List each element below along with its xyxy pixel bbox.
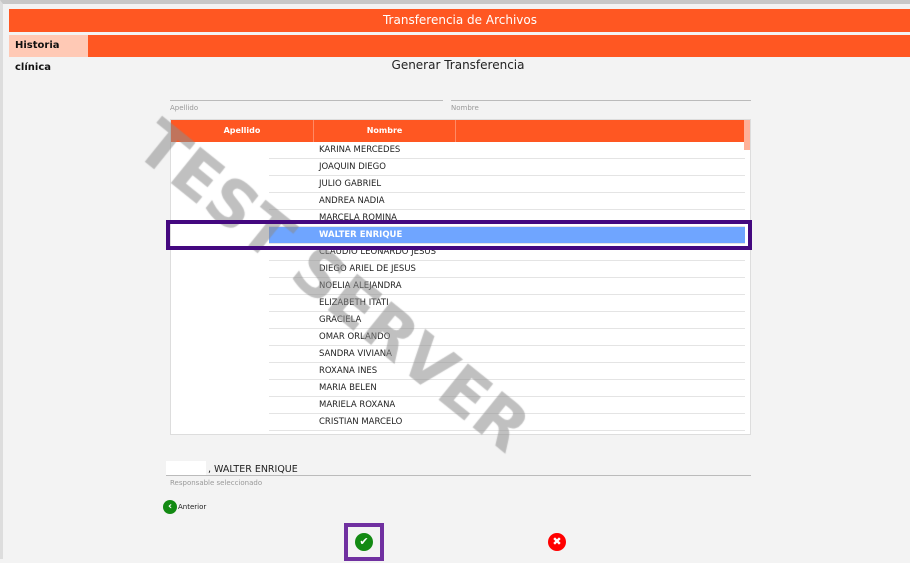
table-row[interactable]: MARIELA ROXANA xyxy=(269,397,745,414)
table-row[interactable]: JOAQUIN DIEGO xyxy=(269,159,745,176)
table-row[interactable]: MARIA BELEN xyxy=(269,380,745,397)
nombre-label: Nombre xyxy=(451,104,479,112)
back-button[interactable]: ‹ Anterior xyxy=(163,500,206,514)
table-row[interactable]: ELIZABETH ITATI xyxy=(269,295,745,312)
table-row[interactable]: NOELIA ALEJANDRA xyxy=(269,278,745,295)
apellido-label: Apellido xyxy=(170,104,199,112)
selected-responsible-label: Responsable seleccionado xyxy=(170,479,263,487)
back-label: Anterior xyxy=(178,503,207,511)
table-row[interactable]: OMAR ORLANDO xyxy=(269,329,745,346)
table-row[interactable]: GRACIELA xyxy=(269,312,745,329)
selected-responsible-field[interactable] xyxy=(166,475,751,476)
tab-historia-clinica[interactable]: Historia clínica xyxy=(9,35,88,73)
cancel-button[interactable]: ✖ xyxy=(548,533,566,551)
redacted-surname xyxy=(166,461,206,476)
tab-bar: Historia clínica xyxy=(9,35,910,73)
check-icon: ✔ xyxy=(355,533,373,551)
page-title: Generar Transferencia xyxy=(391,58,525,72)
column-header-empty xyxy=(456,120,746,142)
close-icon: ✖ xyxy=(552,535,562,548)
apellido-input[interactable] xyxy=(170,100,443,101)
table-row[interactable]: CRISTIAN MARCELO xyxy=(269,414,745,431)
table-row[interactable]: KARINA MERCEDES xyxy=(269,142,745,159)
table-row[interactable]: DIEGO ARIEL DE JESUS xyxy=(269,261,745,278)
patients-grid: Apellido Nombre KARINA MERCEDES JOAQUIN D… xyxy=(170,119,751,435)
table-row[interactable]: SANDRA VIVIANA xyxy=(269,346,745,363)
table-row[interactable]: JULIO GABRIEL xyxy=(269,176,745,193)
chevron-left-icon: ‹ xyxy=(163,500,177,514)
table-row[interactable]: ROXANA INES xyxy=(269,363,745,380)
selection-highlight xyxy=(166,220,752,250)
table-row[interactable]: ANDREA NADIA xyxy=(269,193,745,210)
column-header-nombre[interactable]: Nombre xyxy=(314,120,456,142)
window-title: Transferencia de Archivos xyxy=(9,9,910,32)
selected-responsible-value: , WALTER ENRIQUE xyxy=(208,464,298,475)
confirm-button[interactable]: ✔ xyxy=(344,523,384,561)
column-header-apellido[interactable]: Apellido xyxy=(171,120,314,142)
nombre-input[interactable] xyxy=(451,100,751,101)
